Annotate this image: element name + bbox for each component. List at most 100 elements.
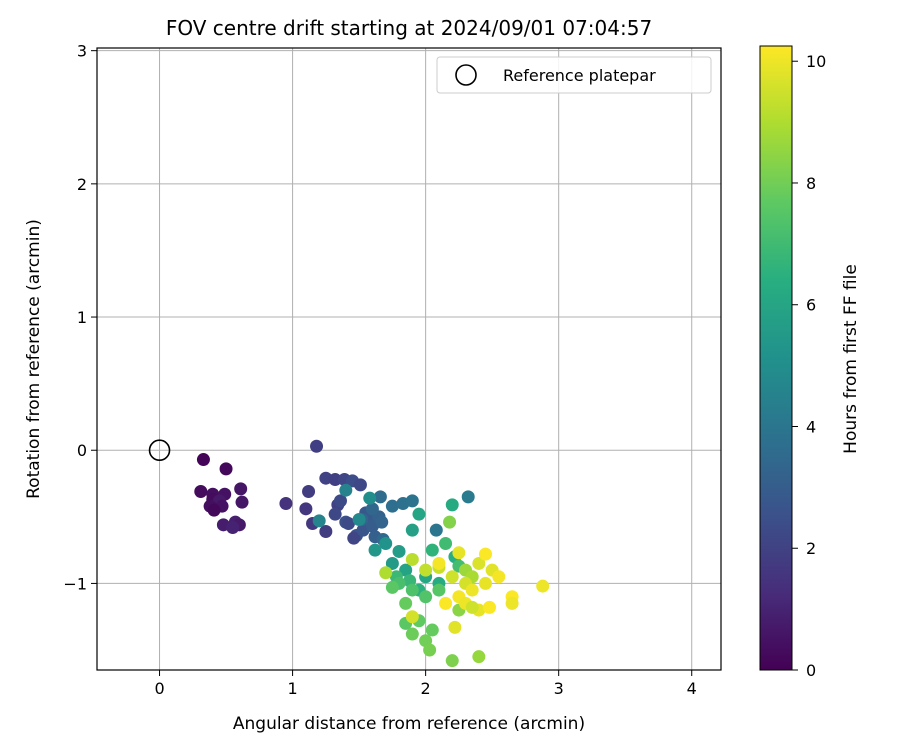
data-point xyxy=(412,507,426,521)
data-point xyxy=(312,514,326,528)
y-axis-label: Rotation from reference (arcmin) xyxy=(24,219,44,499)
colorbar-tick-label: 6 xyxy=(806,296,816,315)
data-point xyxy=(405,494,419,508)
data-point xyxy=(482,600,496,614)
colorbar-ticks: 0 2 4 6 8 10 xyxy=(792,52,826,680)
data-point xyxy=(392,544,406,558)
data-point xyxy=(341,516,355,530)
data-point xyxy=(347,531,361,545)
legend-box xyxy=(436,56,712,94)
data-point xyxy=(279,497,293,511)
data-point xyxy=(505,596,519,610)
x-axis-ticks: 0 1 2 3 4 xyxy=(154,670,697,698)
data-point xyxy=(379,566,393,580)
data-point xyxy=(479,576,493,590)
data-point xyxy=(445,654,459,668)
data-point xyxy=(425,623,439,637)
y-tick-label: 1 xyxy=(77,308,87,327)
data-point xyxy=(419,563,433,577)
data-point xyxy=(429,523,443,537)
data-point xyxy=(333,494,347,508)
y-tick-label: 0 xyxy=(77,441,87,460)
data-point xyxy=(302,485,316,499)
data-point xyxy=(385,499,399,513)
x-tick-label: 2 xyxy=(421,679,431,698)
data-point xyxy=(443,515,457,529)
data-point xyxy=(365,502,379,516)
legend: Reference platepar xyxy=(436,56,712,94)
data-point xyxy=(432,556,446,570)
data-point xyxy=(196,453,210,467)
data-point xyxy=(194,485,208,499)
data-point xyxy=(399,596,413,610)
data-point xyxy=(452,546,466,560)
data-point xyxy=(385,556,399,570)
data-point xyxy=(310,439,324,453)
x-axis-label: Angular distance from reference (arcmin) xyxy=(233,714,585,734)
data-point xyxy=(328,507,342,521)
data-point xyxy=(373,490,387,504)
data-point xyxy=(405,523,419,537)
colorbar-tick-label: 0 xyxy=(806,661,816,680)
data-point xyxy=(432,583,446,597)
data-point xyxy=(363,491,377,505)
data-point xyxy=(472,650,486,664)
legend-entry-reference-platepar: Reference platepar xyxy=(503,66,656,85)
data-point xyxy=(352,512,366,526)
x-tick-label: 0 xyxy=(154,679,164,698)
data-point xyxy=(439,596,453,610)
data-point xyxy=(353,478,367,492)
data-point xyxy=(445,498,459,512)
y-tick-label: −1 xyxy=(63,574,87,593)
data-point xyxy=(405,583,419,597)
data-point xyxy=(465,583,479,597)
data-point xyxy=(235,495,249,509)
y-tick-label: 2 xyxy=(77,175,87,194)
y-axis-ticks: −1 0 1 2 3 xyxy=(63,42,97,593)
data-point xyxy=(379,536,393,550)
colorbar-gradient xyxy=(759,45,793,671)
data-point xyxy=(328,473,342,487)
colorbar-tick-label: 4 xyxy=(806,417,816,436)
data-point xyxy=(492,570,506,584)
x-tick-label: 3 xyxy=(554,679,564,698)
colorbar: 0 2 4 6 8 10 Hours from first FF file xyxy=(759,45,861,680)
data-point xyxy=(368,543,382,557)
data-point xyxy=(385,580,399,594)
data-point xyxy=(419,590,433,604)
data-point xyxy=(423,643,437,657)
data-point xyxy=(375,515,389,529)
data-point xyxy=(405,552,419,566)
legend-marker xyxy=(455,64,477,86)
data-point xyxy=(465,600,479,614)
y-tick-label: 3 xyxy=(77,42,87,61)
data-point xyxy=(207,503,221,517)
data-point xyxy=(479,547,493,561)
data-point xyxy=(448,620,462,634)
x-tick-label: 4 xyxy=(687,679,697,698)
data-points xyxy=(194,439,550,668)
chart-title: FOV centre drift starting at 2024/09/01 … xyxy=(166,16,652,40)
data-point xyxy=(319,524,333,538)
colorbar-label: Hours from first FF file xyxy=(841,264,861,454)
x-tick-label: 1 xyxy=(287,679,297,698)
data-point xyxy=(461,490,475,504)
data-point xyxy=(405,610,419,624)
data-point xyxy=(219,462,233,476)
data-point xyxy=(445,570,459,584)
data-point xyxy=(234,482,248,496)
data-point xyxy=(425,543,439,557)
colorbar-tick-label: 2 xyxy=(806,539,816,558)
data-point xyxy=(339,483,353,497)
data-point xyxy=(399,563,413,577)
data-point xyxy=(472,556,486,570)
data-point xyxy=(299,502,313,516)
data-point xyxy=(439,536,453,550)
colorbar-tick-label: 10 xyxy=(806,52,826,71)
plot-frame xyxy=(96,47,722,671)
data-point xyxy=(536,579,550,593)
reference-platepar-marker xyxy=(148,439,171,462)
colorbar-tick-label: 8 xyxy=(806,174,816,193)
data-point xyxy=(226,520,240,534)
